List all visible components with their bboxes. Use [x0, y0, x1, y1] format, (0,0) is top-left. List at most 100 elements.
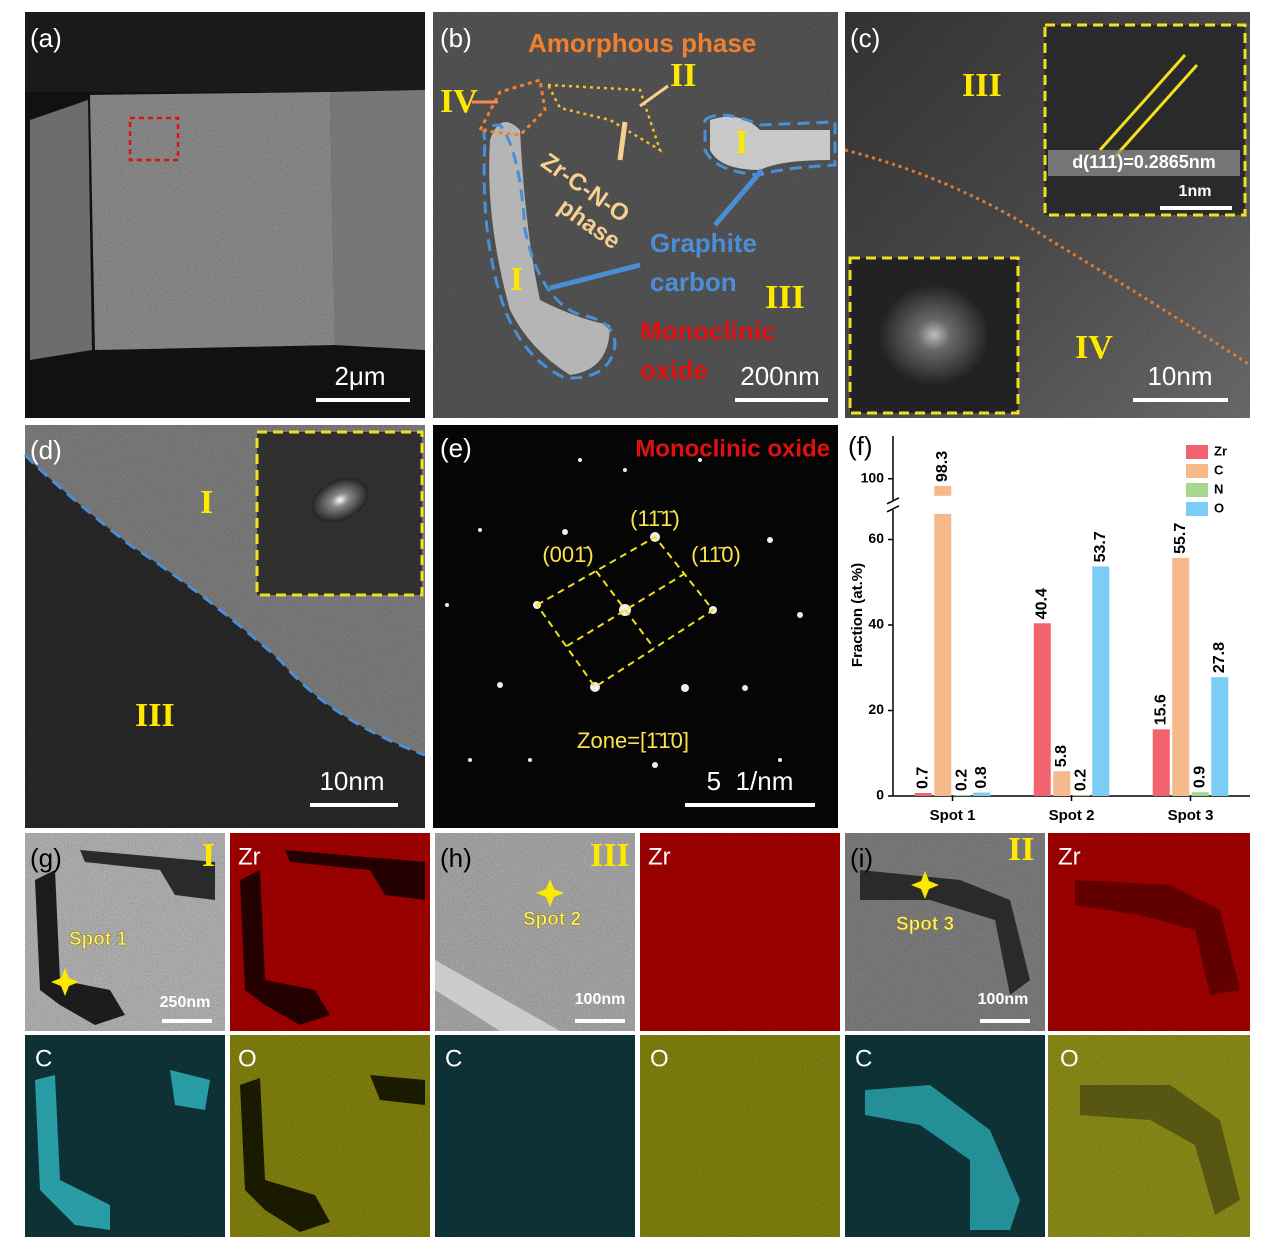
- bar: [1053, 771, 1071, 796]
- bar: [1072, 795, 1090, 796]
- region-label: I: [202, 837, 215, 874]
- arrow: [617, 121, 628, 161]
- bar: [1211, 677, 1229, 796]
- scale-label: 5 1/nm: [707, 766, 794, 796]
- image: [80, 850, 215, 900]
- x-tick-label: Spot 2: [1049, 807, 1095, 824]
- outline: [482, 123, 617, 380]
- value-label: 55.7: [1172, 523, 1189, 554]
- scale-label: 1nm: [1179, 183, 1212, 200]
- panel-b: Amorphous phase IV II Zr-C-N-O phase I G…: [433, 12, 838, 418]
- panel-i: (i) II Spot 3 100nm Zr C O: [845, 831, 1250, 1237]
- axis-break: [894, 495, 1250, 514]
- value-label: 15.6: [1152, 694, 1169, 725]
- image: [710, 116, 830, 170]
- bar-chart: (f) Fraction (at.%) 0 20 40 60 100 Spot 1 0.7 9…: [848, 431, 1250, 824]
- outline: [477, 78, 547, 137]
- map-zr: [1075, 880, 1240, 995]
- bar: [1191, 792, 1209, 796]
- scale-label: 250nm: [160, 994, 211, 1011]
- boundary: [23, 453, 426, 757]
- bar: [914, 793, 932, 796]
- map-label: Zr: [648, 843, 671, 870]
- spot-marker: [51, 968, 79, 996]
- value-label: 5.8: [1053, 745, 1070, 767]
- spot-label: Spot 2: [523, 909, 581, 930]
- map-c: [35, 1070, 210, 1230]
- bar: [934, 486, 952, 796]
- arrow: [639, 84, 669, 108]
- value-label: 53.7: [1092, 531, 1109, 562]
- bar: [1033, 623, 1051, 796]
- axis-break: [887, 499, 899, 510]
- y-tick-label: 0: [876, 787, 884, 803]
- panel-label: (b): [440, 23, 472, 53]
- legend-label: O: [1214, 500, 1224, 515]
- region-label: II: [670, 57, 696, 94]
- map-label: C: [445, 1045, 462, 1072]
- image: [489, 122, 610, 375]
- legend-swatch: [1186, 464, 1208, 478]
- panel-label: (a): [30, 23, 62, 53]
- value-label: 0.2: [953, 769, 970, 791]
- panel-label: (d): [30, 435, 62, 465]
- map-zr: [240, 850, 425, 1025]
- label-bg: [1048, 150, 1240, 176]
- region-label: III: [765, 279, 805, 316]
- value-label: 0.2: [1072, 769, 1089, 791]
- panel-g: (g) I Spot 1 250nm Zr C O: [25, 833, 430, 1237]
- break-mark: [886, 497, 900, 505]
- legend-swatch: [1186, 483, 1208, 497]
- legend-swatch: [1186, 502, 1208, 516]
- image: [30, 100, 92, 360]
- image: [90, 92, 335, 350]
- map-o: [640, 1035, 840, 1237]
- legend-label: Zr: [1214, 443, 1227, 458]
- panel-label: (h): [440, 843, 472, 873]
- scale-label: 10nm: [1147, 361, 1212, 391]
- annotation: carbon: [650, 267, 737, 297]
- image: [330, 90, 425, 350]
- value-label: 0.8: [973, 766, 990, 788]
- inset: [1043, 23, 1247, 217]
- fft-pattern: [311, 477, 369, 523]
- annotation: Amorphous phase: [528, 28, 756, 58]
- arrow: [713, 168, 764, 227]
- image: [435, 960, 560, 1031]
- spot-label: Spot 1: [69, 929, 127, 950]
- bar: [1092, 566, 1110, 796]
- region-label: IV: [440, 83, 478, 120]
- index-label: (11̄1̄): [630, 506, 680, 531]
- annotation: Graphite: [650, 228, 757, 258]
- y-tick-label: 100: [861, 469, 885, 485]
- map-label: C: [855, 1045, 872, 1072]
- bar: [1172, 557, 1190, 796]
- panel-label: (f): [848, 431, 873, 461]
- bar: [973, 792, 991, 796]
- region-label: I: [735, 124, 748, 161]
- y-tick-label: 20: [868, 701, 884, 717]
- map-label: O: [1060, 1045, 1079, 1072]
- map-o: [1080, 1085, 1240, 1215]
- y-tick-label: 60: [868, 530, 884, 546]
- y-axis-title: Fraction (at.%): [849, 563, 866, 667]
- outline: [703, 113, 837, 177]
- arrow: [549, 262, 641, 291]
- map-label: O: [650, 1045, 669, 1072]
- fft-pattern: [879, 285, 989, 385]
- value-label: 40.4: [1033, 588, 1050, 619]
- spot-label: Spot 3: [896, 914, 954, 935]
- map-label: Zr: [1058, 843, 1081, 870]
- panel-a: (a) 2μm: [25, 12, 425, 418]
- scale-label: 10nm: [319, 766, 384, 796]
- panel-c: d(111)=0.2865nm 1nm III IV (c) 10nm: [844, 12, 1251, 418]
- map-zr: [640, 833, 840, 1031]
- scale-label: 2μm: [334, 361, 385, 391]
- break-mark: [886, 505, 900, 513]
- legend-label: N: [1214, 481, 1223, 496]
- bar: [953, 795, 971, 796]
- annotation: d(111)=0.2865nm: [1072, 152, 1216, 172]
- map-label: C: [35, 1045, 52, 1072]
- scale-label: 200nm: [740, 361, 820, 391]
- spot-marker: [911, 871, 939, 899]
